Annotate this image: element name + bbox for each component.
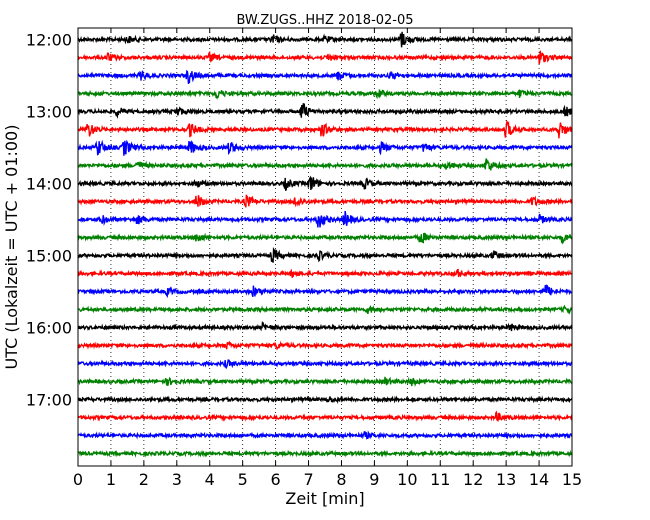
trace-17:15 xyxy=(77,410,573,422)
x-tick-label: 5 xyxy=(238,470,248,489)
seismogram-traces xyxy=(77,31,573,458)
y-tick-label: 17:00 xyxy=(26,391,72,410)
x-tick-label: 0 xyxy=(73,470,83,489)
x-tick-label: 7 xyxy=(303,470,313,489)
trace-16:45 xyxy=(77,376,573,388)
trace-12:00 xyxy=(77,31,573,48)
trace-14:00 xyxy=(77,175,573,191)
x-tick-label: 10 xyxy=(397,470,417,489)
x-axis-label: Zeit [min] xyxy=(285,489,364,508)
trace-16:15 xyxy=(77,340,573,351)
trace-12:45 xyxy=(77,88,573,100)
y-tick-label: 15:00 xyxy=(26,247,72,266)
x-tick-label: 4 xyxy=(205,470,215,489)
trace-15:15 xyxy=(77,268,573,278)
x-tick-label: 9 xyxy=(369,470,379,489)
trace-14:45 xyxy=(77,232,573,245)
x-tick-label: 11 xyxy=(430,470,450,489)
x-tick-label: 2 xyxy=(139,470,149,489)
y-tick-label: 13:00 xyxy=(26,103,72,122)
trace-14:15 xyxy=(77,194,573,208)
trace-15:30 xyxy=(77,284,573,299)
x-tick-label: 3 xyxy=(172,470,182,489)
x-tick-label: 6 xyxy=(271,470,281,489)
x-tick-label: 14 xyxy=(529,470,549,489)
trace-14:30 xyxy=(77,210,573,228)
trace-13:15 xyxy=(77,119,573,139)
trace-17:00 xyxy=(77,395,573,405)
trace-12:15 xyxy=(77,50,573,65)
y-tick-label: 12:00 xyxy=(26,31,72,50)
x-tick-label: 12 xyxy=(463,470,483,489)
y-axis-label: UTC (Lokalzeit = UTC + 01:00) xyxy=(2,125,21,370)
y-tick-label: 14:00 xyxy=(26,175,72,194)
x-tick-label: 15 xyxy=(562,470,582,489)
trace-13:00 xyxy=(77,102,573,119)
trace-15:45 xyxy=(77,304,573,315)
x-tick-label: 13 xyxy=(496,470,516,489)
trace-13:45 xyxy=(77,158,573,171)
x-tick-label: 1 xyxy=(106,470,116,489)
trace-17:45 xyxy=(77,449,573,458)
y-tick-label: 16:00 xyxy=(26,319,72,338)
trace-12:30 xyxy=(77,69,573,84)
trace-16:30 xyxy=(77,359,573,370)
plot-frame xyxy=(77,27,573,467)
trace-17:30 xyxy=(77,430,573,440)
trace-15:00 xyxy=(77,246,573,263)
x-tick-label: 8 xyxy=(336,470,346,489)
trace-16:00 xyxy=(77,321,573,332)
trace-13:30 xyxy=(77,139,573,156)
axis-ticks: 0 1 2 3 4 5 6 7 8 9 10 11 12 13 14 1512:0013:0014:0015:… xyxy=(26,28,582,489)
chart-title: BW.ZUGS..HHZ 2018-02-05 xyxy=(236,13,413,28)
